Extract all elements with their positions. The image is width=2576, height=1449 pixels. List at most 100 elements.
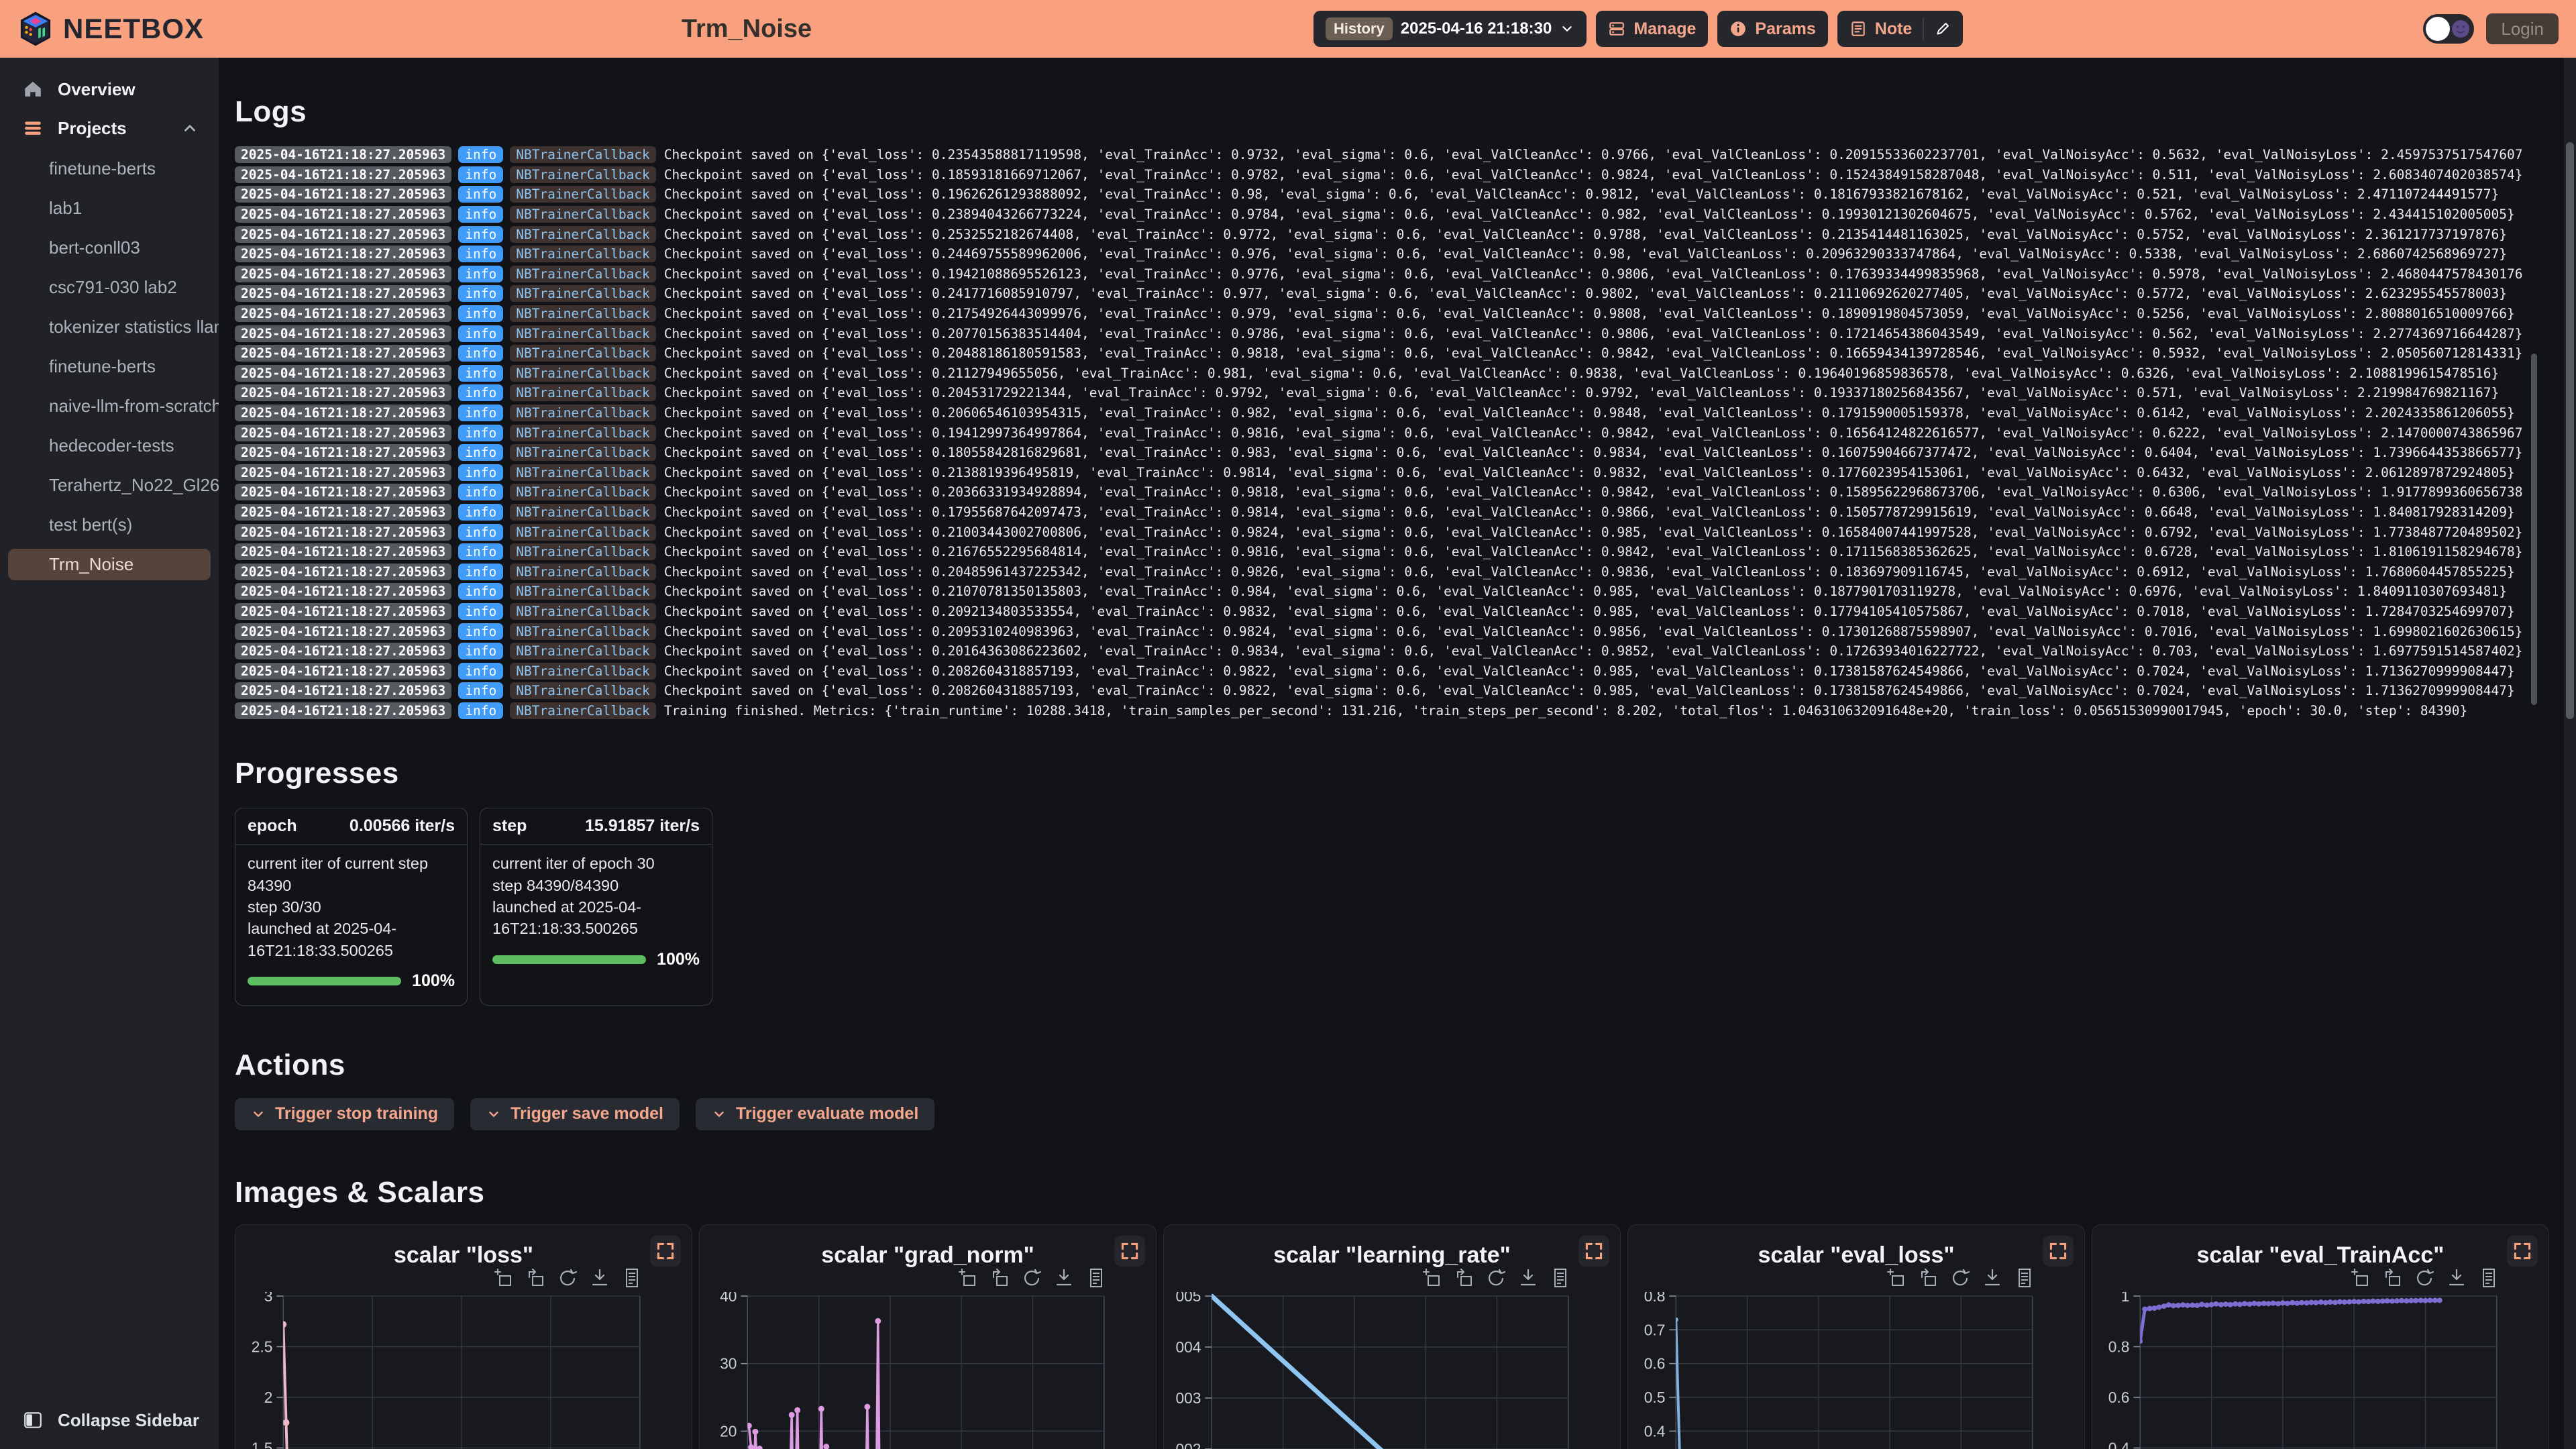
log-tag-badge: NBTrainerCallback bbox=[510, 563, 656, 580]
manage-button[interactable]: Manage bbox=[1596, 11, 1709, 47]
scalar-chart-card: scalar "loss" bbox=[235, 1224, 692, 1449]
download-icon[interactable] bbox=[1054, 1268, 1074, 1288]
log-level-badge: info bbox=[458, 523, 504, 541]
chart-toolbar bbox=[2350, 1268, 2499, 1288]
chart-canvas[interactable]: 005004003002001 bbox=[1164, 1292, 1620, 1449]
download-icon[interactable] bbox=[1982, 1268, 2002, 1288]
box-select-icon[interactable] bbox=[1454, 1268, 1474, 1288]
pencil-icon[interactable] bbox=[1935, 21, 1951, 37]
log-tag-badge: NBTrainerCallback bbox=[510, 146, 656, 164]
download-icon[interactable] bbox=[590, 1268, 610, 1288]
log-row: 2025-04-16T21:18:27.205963 info NBTraine… bbox=[235, 484, 2522, 501]
box-select-icon[interactable] bbox=[989, 1268, 1010, 1288]
log-message: Checkpoint saved on {'eval_loss': 0.2036… bbox=[663, 484, 2522, 500]
data-view-icon[interactable] bbox=[2479, 1268, 2499, 1288]
log-row: 2025-04-16T21:18:27.205963 info NBTraine… bbox=[235, 444, 2522, 462]
brand: NEETBOX bbox=[17, 11, 204, 47]
sidebar-project-item[interactable]: lab1 bbox=[49, 198, 83, 218]
sidebar-project-item[interactable]: csc791-030 lab2 bbox=[49, 277, 177, 297]
refresh-icon[interactable] bbox=[557, 1268, 578, 1288]
expand-button[interactable] bbox=[650, 1235, 681, 1267]
zoom-box-icon[interactable] bbox=[493, 1268, 513, 1288]
log-tag-badge: NBTrainerCallback bbox=[510, 384, 656, 402]
log-message: Checkpoint saved on {'eval_loss': 0.1805… bbox=[663, 445, 2522, 461]
svg-text:0.8: 0.8 bbox=[2108, 1338, 2130, 1355]
data-view-icon[interactable] bbox=[1550, 1268, 1570, 1288]
trigger-action-button[interactable]: Trigger stop training bbox=[235, 1097, 455, 1130]
log-row: 2025-04-16T21:18:27.205963 info NBTraine… bbox=[235, 146, 2522, 164]
log-level-badge: info bbox=[458, 186, 504, 203]
log-list[interactable]: 2025-04-16T21:18:27.205963 info NBTraine… bbox=[235, 146, 2549, 719]
trigger-action-button[interactable]: Trigger save model bbox=[470, 1097, 680, 1130]
log-message: Checkpoint saved on {'eval_loss': 0.2138… bbox=[663, 464, 2515, 480]
box-select-icon[interactable] bbox=[2382, 1268, 2402, 1288]
log-row: 2025-04-16T21:18:27.205963 info NBTraine… bbox=[235, 225, 2522, 243]
progress-bar-fill bbox=[248, 977, 402, 986]
manage-label: Manage bbox=[1633, 19, 1697, 38]
sidebar-project-item[interactable]: Trm_Noise bbox=[8, 549, 211, 580]
data-view-icon[interactable] bbox=[2015, 1268, 2035, 1288]
sidebar-project-item[interactable]: naive-llm-from-scratch bbox=[49, 396, 219, 416]
log-tag-badge: NBTrainerCallback bbox=[510, 206, 656, 223]
refresh-icon[interactable] bbox=[2414, 1268, 2434, 1288]
log-timestamp-badge: 2025-04-16T21:18:27.205963 bbox=[235, 503, 452, 521]
header-right-controls: Login bbox=[2423, 13, 2559, 44]
svg-text:2: 2 bbox=[264, 1389, 273, 1406]
trigger-action-button[interactable]: Trigger evaluate model bbox=[695, 1097, 935, 1130]
zoom-box-icon[interactable] bbox=[957, 1268, 977, 1288]
chart-title: scalar "learning_rate" bbox=[1273, 1242, 1511, 1268]
sidebar-project-item[interactable]: test bert(s) bbox=[49, 515, 133, 535]
sidebar-project-item[interactable]: bert-conll03 bbox=[49, 237, 140, 258]
download-icon[interactable] bbox=[2447, 1268, 2467, 1288]
sidebar-project-item[interactable]: hedecoder-tests bbox=[49, 435, 174, 455]
note-label[interactable]: Note bbox=[1874, 19, 1913, 38]
sidebar-project-item[interactable]: finetune-berts bbox=[49, 356, 156, 376]
log-row: 2025-04-16T21:18:27.205963 info NBTraine… bbox=[235, 285, 2522, 303]
svg-text:0.5: 0.5 bbox=[1644, 1389, 1666, 1406]
refresh-icon[interactable] bbox=[1022, 1268, 1042, 1288]
download-icon[interactable] bbox=[1518, 1268, 1538, 1288]
log-scrollbar[interactable] bbox=[2531, 149, 2537, 716]
chart-canvas[interactable]: 0.80.70.60.50.40.30.2 bbox=[1628, 1292, 2084, 1449]
log-timestamp-badge: 2025-04-16T21:18:27.205963 bbox=[235, 464, 452, 481]
action-buttons: Trigger stop training Trigger save model… bbox=[235, 1097, 2549, 1130]
zoom-box-icon[interactable] bbox=[1421, 1268, 1442, 1288]
sidebar-project-item[interactable]: finetune-berts bbox=[49, 158, 156, 178]
expand-button[interactable] bbox=[2043, 1235, 2074, 1267]
data-view-icon[interactable] bbox=[622, 1268, 642, 1288]
box-select-icon[interactable] bbox=[525, 1268, 545, 1288]
data-view-icon[interactable] bbox=[1086, 1268, 1106, 1288]
expand-button[interactable] bbox=[2507, 1235, 2538, 1267]
box-select-icon[interactable] bbox=[1918, 1268, 1938, 1288]
chart-canvas[interactable]: 32.521.51 bbox=[235, 1292, 692, 1449]
log-tag-badge: NBTrainerCallback bbox=[510, 643, 656, 660]
expand-button[interactable] bbox=[1114, 1235, 1145, 1267]
sidebar-project-item[interactable]: tokenizer statistics llama... bbox=[49, 317, 219, 337]
sidebar-item-projects[interactable]: Projects bbox=[0, 109, 219, 148]
log-timestamp-badge: 2025-04-16T21:18:27.205963 bbox=[235, 643, 452, 660]
log-level-badge: info bbox=[458, 325, 504, 342]
refresh-icon[interactable] bbox=[1486, 1268, 1506, 1288]
theme-toggle[interactable] bbox=[2423, 14, 2475, 44]
chart-canvas[interactable]: 40302010 bbox=[700, 1292, 1156, 1449]
sidebar-project-item[interactable]: Terahertz_No22_Gl261_gl... bbox=[49, 475, 219, 495]
refresh-icon[interactable] bbox=[1950, 1268, 1970, 1288]
log-timestamp-badge: 2025-04-16T21:18:27.205963 bbox=[235, 166, 452, 183]
collapse-sidebar-button[interactable]: Collapse Sidebar bbox=[0, 1403, 199, 1437]
progress-bar-track bbox=[248, 977, 402, 986]
chart-canvas[interactable]: 10.80.60.40.2 bbox=[2092, 1292, 2548, 1449]
zoom-box-icon[interactable] bbox=[2350, 1268, 2370, 1288]
log-timestamp-badge: 2025-04-16T21:18:27.205963 bbox=[235, 305, 452, 323]
svg-text:002: 002 bbox=[1175, 1440, 1201, 1449]
params-button[interactable]: Params bbox=[1717, 11, 1828, 47]
chart-title: scalar "grad_norm" bbox=[821, 1242, 1034, 1268]
zoom-box-icon[interactable] bbox=[1886, 1268, 1906, 1288]
sidebar-item-overview[interactable]: Overview bbox=[0, 70, 219, 109]
log-timestamp-badge: 2025-04-16T21:18:27.205963 bbox=[235, 246, 452, 263]
svg-text:0.4: 0.4 bbox=[2108, 1439, 2130, 1449]
expand-button[interactable] bbox=[1578, 1235, 1609, 1267]
page-scrollbar[interactable] bbox=[2564, 58, 2576, 1449]
log-tag-badge: NBTrainerCallback bbox=[510, 662, 656, 680]
history-dropdown[interactable]: History 2025-04-16 21:18:30 bbox=[1313, 11, 1587, 47]
login-button[interactable]: Login bbox=[2486, 13, 2559, 44]
